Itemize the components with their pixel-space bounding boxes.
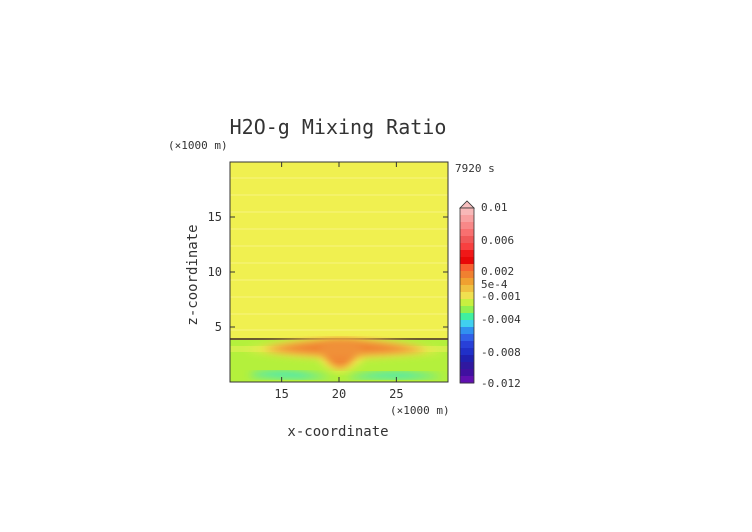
colorbar-cell-8 (460, 264, 474, 272)
heatmap-field (230, 162, 448, 382)
upper-region (230, 162, 448, 339)
colorbar-label-1: 0.006 (481, 234, 514, 247)
colorbar-label-4: -0.001 (481, 290, 521, 303)
upper-stripes (230, 177, 448, 331)
colorbar-cell-20 (460, 348, 474, 356)
time-label: 7920 s (455, 162, 495, 175)
colorbar-cell-9 (460, 271, 474, 279)
x-tick-label-1: 20 (332, 387, 346, 401)
colorbar-cell-22 (460, 362, 474, 370)
colorbar-cell-15 (460, 313, 474, 321)
chart-title: H2O-g Mixing Ratio (230, 115, 447, 139)
colorbar-label-5: -0.004 (481, 313, 521, 326)
y-tick-label-0: 5 (215, 320, 222, 334)
x-axis-label: x-coordinate (287, 424, 388, 440)
colorbar-cell-16 (460, 320, 474, 328)
colorbar-cell-19 (460, 341, 474, 349)
colorbar-cell-23 (460, 369, 474, 377)
y-unit-label: (×1000 m) (168, 139, 228, 152)
colorbar-cell-17 (460, 327, 474, 335)
colorbar-cell-5 (460, 243, 474, 251)
negative-band-left (250, 370, 333, 379)
x-tick-label-0: 15 (274, 387, 288, 401)
colorbar-cell-10 (460, 278, 474, 286)
y-axis-label: z-coordinate (185, 224, 201, 325)
y-tick-label-2: 15 (208, 210, 222, 224)
colorbar-cell-6 (460, 250, 474, 258)
negative-band-right (348, 371, 445, 379)
colorbar-cell-11 (460, 285, 474, 293)
colorbar-cell-21 (460, 355, 474, 363)
x-axis-ticks: 15 20 25 (274, 162, 404, 401)
colorbar-cell-1 (460, 215, 474, 223)
colorbar-cell-13 (460, 299, 474, 307)
colorbar-label-6: -0.008 (481, 346, 521, 359)
colorbar-label-7: -0.012 (481, 377, 521, 390)
y-axis-ticks: 5 10 15 (208, 210, 448, 334)
colorbar-label-2: 0.002 (481, 265, 514, 278)
colorbar-cell-12 (460, 292, 474, 300)
colorbar-cells (460, 208, 474, 384)
colorbar-cell-7 (460, 257, 474, 265)
colorbar-cell-4 (460, 236, 474, 244)
positive-anomaly-center (319, 341, 363, 359)
colorbar-label-0: 0.01 (481, 201, 508, 214)
y-tick-label-1: 10 (208, 265, 222, 279)
x-tick-label-2: 25 (389, 387, 403, 401)
colorbar-cell-18 (460, 334, 474, 342)
colorbar-cell-3 (460, 229, 474, 237)
colorbar-frame (459, 207, 475, 384)
colorbar-cell-14 (460, 306, 474, 314)
colorbar-extend-arrow (459, 200, 475, 209)
colorbar-cell-0 (460, 208, 474, 216)
colorbar-cell-2 (460, 222, 474, 230)
colorbar-label-3: 5e-4 (481, 278, 508, 291)
x-unit-label: (×1000 m) (390, 404, 450, 417)
colorbar-cell-24 (460, 376, 474, 384)
